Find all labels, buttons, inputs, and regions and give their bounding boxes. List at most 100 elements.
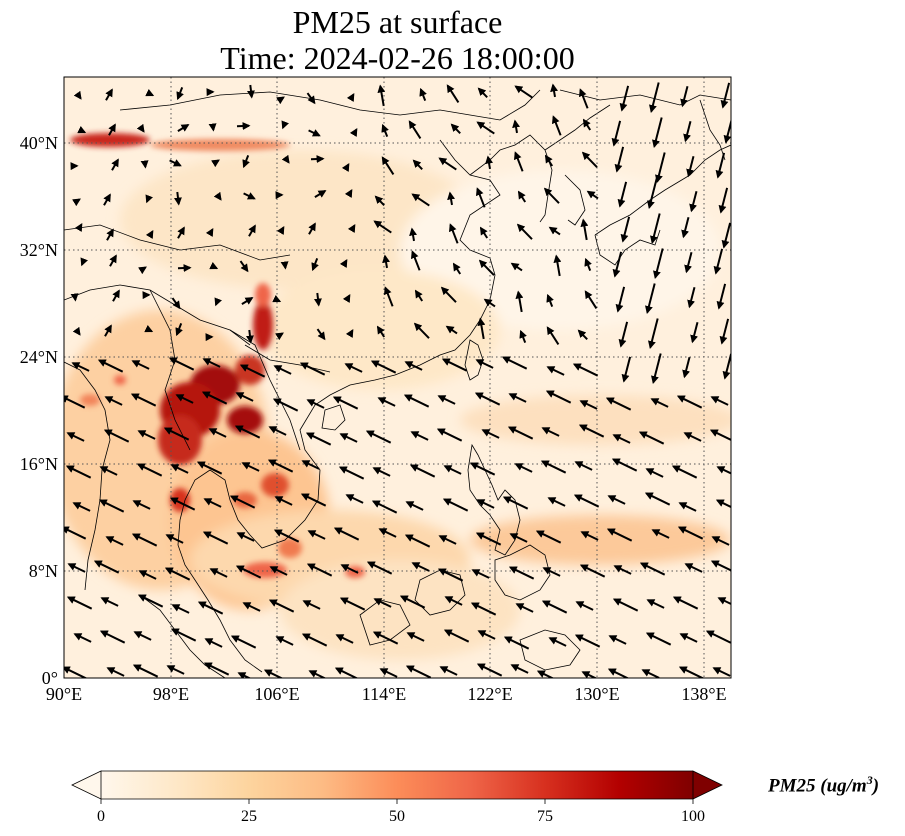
wind-arrow	[203, 662, 230, 676]
wind-arrow	[345, 329, 354, 338]
wind-arrow	[171, 297, 181, 310]
wind-arrow	[678, 502, 697, 512]
wind-arrow	[67, 563, 86, 573]
wind-arrow	[106, 667, 125, 677]
wind-arrow	[73, 90, 82, 100]
wind-arrow	[677, 526, 704, 540]
colorbar-extend-max	[692, 770, 723, 800]
wind-arrow	[138, 266, 147, 275]
wind-arrow	[235, 565, 262, 579]
colorbar-tick-label: 25	[241, 808, 257, 825]
wind-arrow	[100, 597, 119, 607]
wind-arrow	[103, 429, 130, 443]
wind-arrow	[580, 531, 599, 541]
wind-arrow	[145, 88, 155, 97]
wind-arrow	[145, 194, 153, 204]
wind-arrow	[177, 226, 185, 239]
wind-arrow	[718, 187, 729, 214]
wind-arrow	[381, 156, 395, 175]
wind-arrow	[65, 465, 92, 479]
wind-arrow	[344, 189, 353, 198]
wind-arrow	[541, 427, 560, 437]
wind-arrow	[516, 223, 533, 240]
wind-arrow	[548, 637, 567, 647]
wind-arrow	[373, 220, 392, 234]
lon-tick-label: 122°E	[467, 684, 512, 704]
wind-arrow	[644, 492, 671, 506]
pm25-field	[64, 77, 731, 678]
wind-arrow	[573, 494, 600, 508]
wind-arrow	[399, 595, 426, 609]
wind-arrow	[406, 632, 425, 642]
wind-arrow	[612, 598, 639, 612]
wind-arrow	[550, 83, 559, 98]
wind-arrow	[208, 428, 227, 438]
wind-arrow	[313, 292, 322, 307]
wind-arrow	[651, 529, 670, 539]
wind-arrow	[515, 290, 524, 313]
wind-arrow	[546, 326, 560, 345]
wind-arrow	[619, 85, 630, 112]
lat-tick-label: 0°	[42, 668, 58, 688]
wind-arrow	[302, 600, 321, 610]
wind-arrow	[584, 257, 592, 271]
wind-arrow	[617, 181, 628, 208]
wind-arrow	[111, 158, 119, 171]
wind-arrow	[485, 155, 494, 170]
wind-arrow	[440, 286, 457, 303]
wind-arrow	[712, 667, 731, 677]
wind-arrow	[410, 431, 429, 441]
wind-arrow	[340, 564, 359, 574]
wind-arrow	[272, 294, 282, 303]
wind-arrow	[514, 463, 533, 473]
wind-arrow	[138, 570, 157, 580]
wind-arrow	[540, 460, 567, 474]
wind-arrow	[170, 464, 189, 474]
wind-arrow	[310, 155, 325, 164]
wind-arrow	[106, 228, 114, 241]
lat-tick-label: 32°N	[20, 240, 58, 260]
map-frame	[63, 76, 732, 679]
wind-arrow	[241, 297, 254, 305]
wind-arrow	[316, 328, 326, 341]
wind-arrow	[235, 392, 254, 402]
wind-arrow	[606, 528, 633, 542]
wind-arrow	[655, 152, 666, 184]
wind-arrow	[136, 123, 145, 133]
wind-arrow	[132, 664, 159, 678]
wind-arrow	[202, 358, 221, 368]
lon-tick-label: 130°E	[574, 684, 619, 704]
wind-arrow	[175, 394, 194, 404]
wind-arrow	[213, 191, 222, 201]
wind-arrow	[646, 599, 665, 609]
colorbar: 0 25 50 75 100	[71, 770, 723, 825]
colorbar-gradient	[101, 771, 693, 799]
wind-arrow	[383, 286, 394, 307]
map-timestamp: Time: 2024-02-26 18:00:00	[220, 40, 575, 76]
wind-arrow	[483, 298, 496, 308]
wind-arrow	[612, 434, 631, 444]
wind-arrow	[378, 528, 397, 538]
wind-arrow	[371, 500, 398, 514]
wind-arrow	[717, 597, 731, 606]
wind-arrow	[647, 178, 658, 210]
wind-arrow	[236, 532, 255, 542]
wind-arrow	[719, 318, 730, 345]
wind-arrow	[684, 252, 693, 274]
wind-arrow	[171, 604, 190, 614]
wind-arrow	[308, 222, 316, 235]
wind-arrow	[173, 191, 182, 206]
lat-tick-label: 24°N	[20, 347, 58, 367]
wind-arrow	[686, 156, 695, 178]
wind-arrow	[409, 227, 418, 242]
wind-arrow	[281, 120, 289, 130]
wind-arrow	[338, 466, 365, 480]
wind-arrow	[175, 323, 183, 337]
wind-arrow	[77, 125, 87, 134]
wind-arrow	[477, 87, 488, 98]
wind-arrow	[236, 122, 251, 131]
wind-arrow	[103, 193, 111, 206]
wind-arrow	[443, 465, 462, 475]
wind-arrow	[105, 536, 124, 546]
lat-axis: 0° 8°N 16°N 24°N 32°N 40°N	[20, 133, 58, 688]
